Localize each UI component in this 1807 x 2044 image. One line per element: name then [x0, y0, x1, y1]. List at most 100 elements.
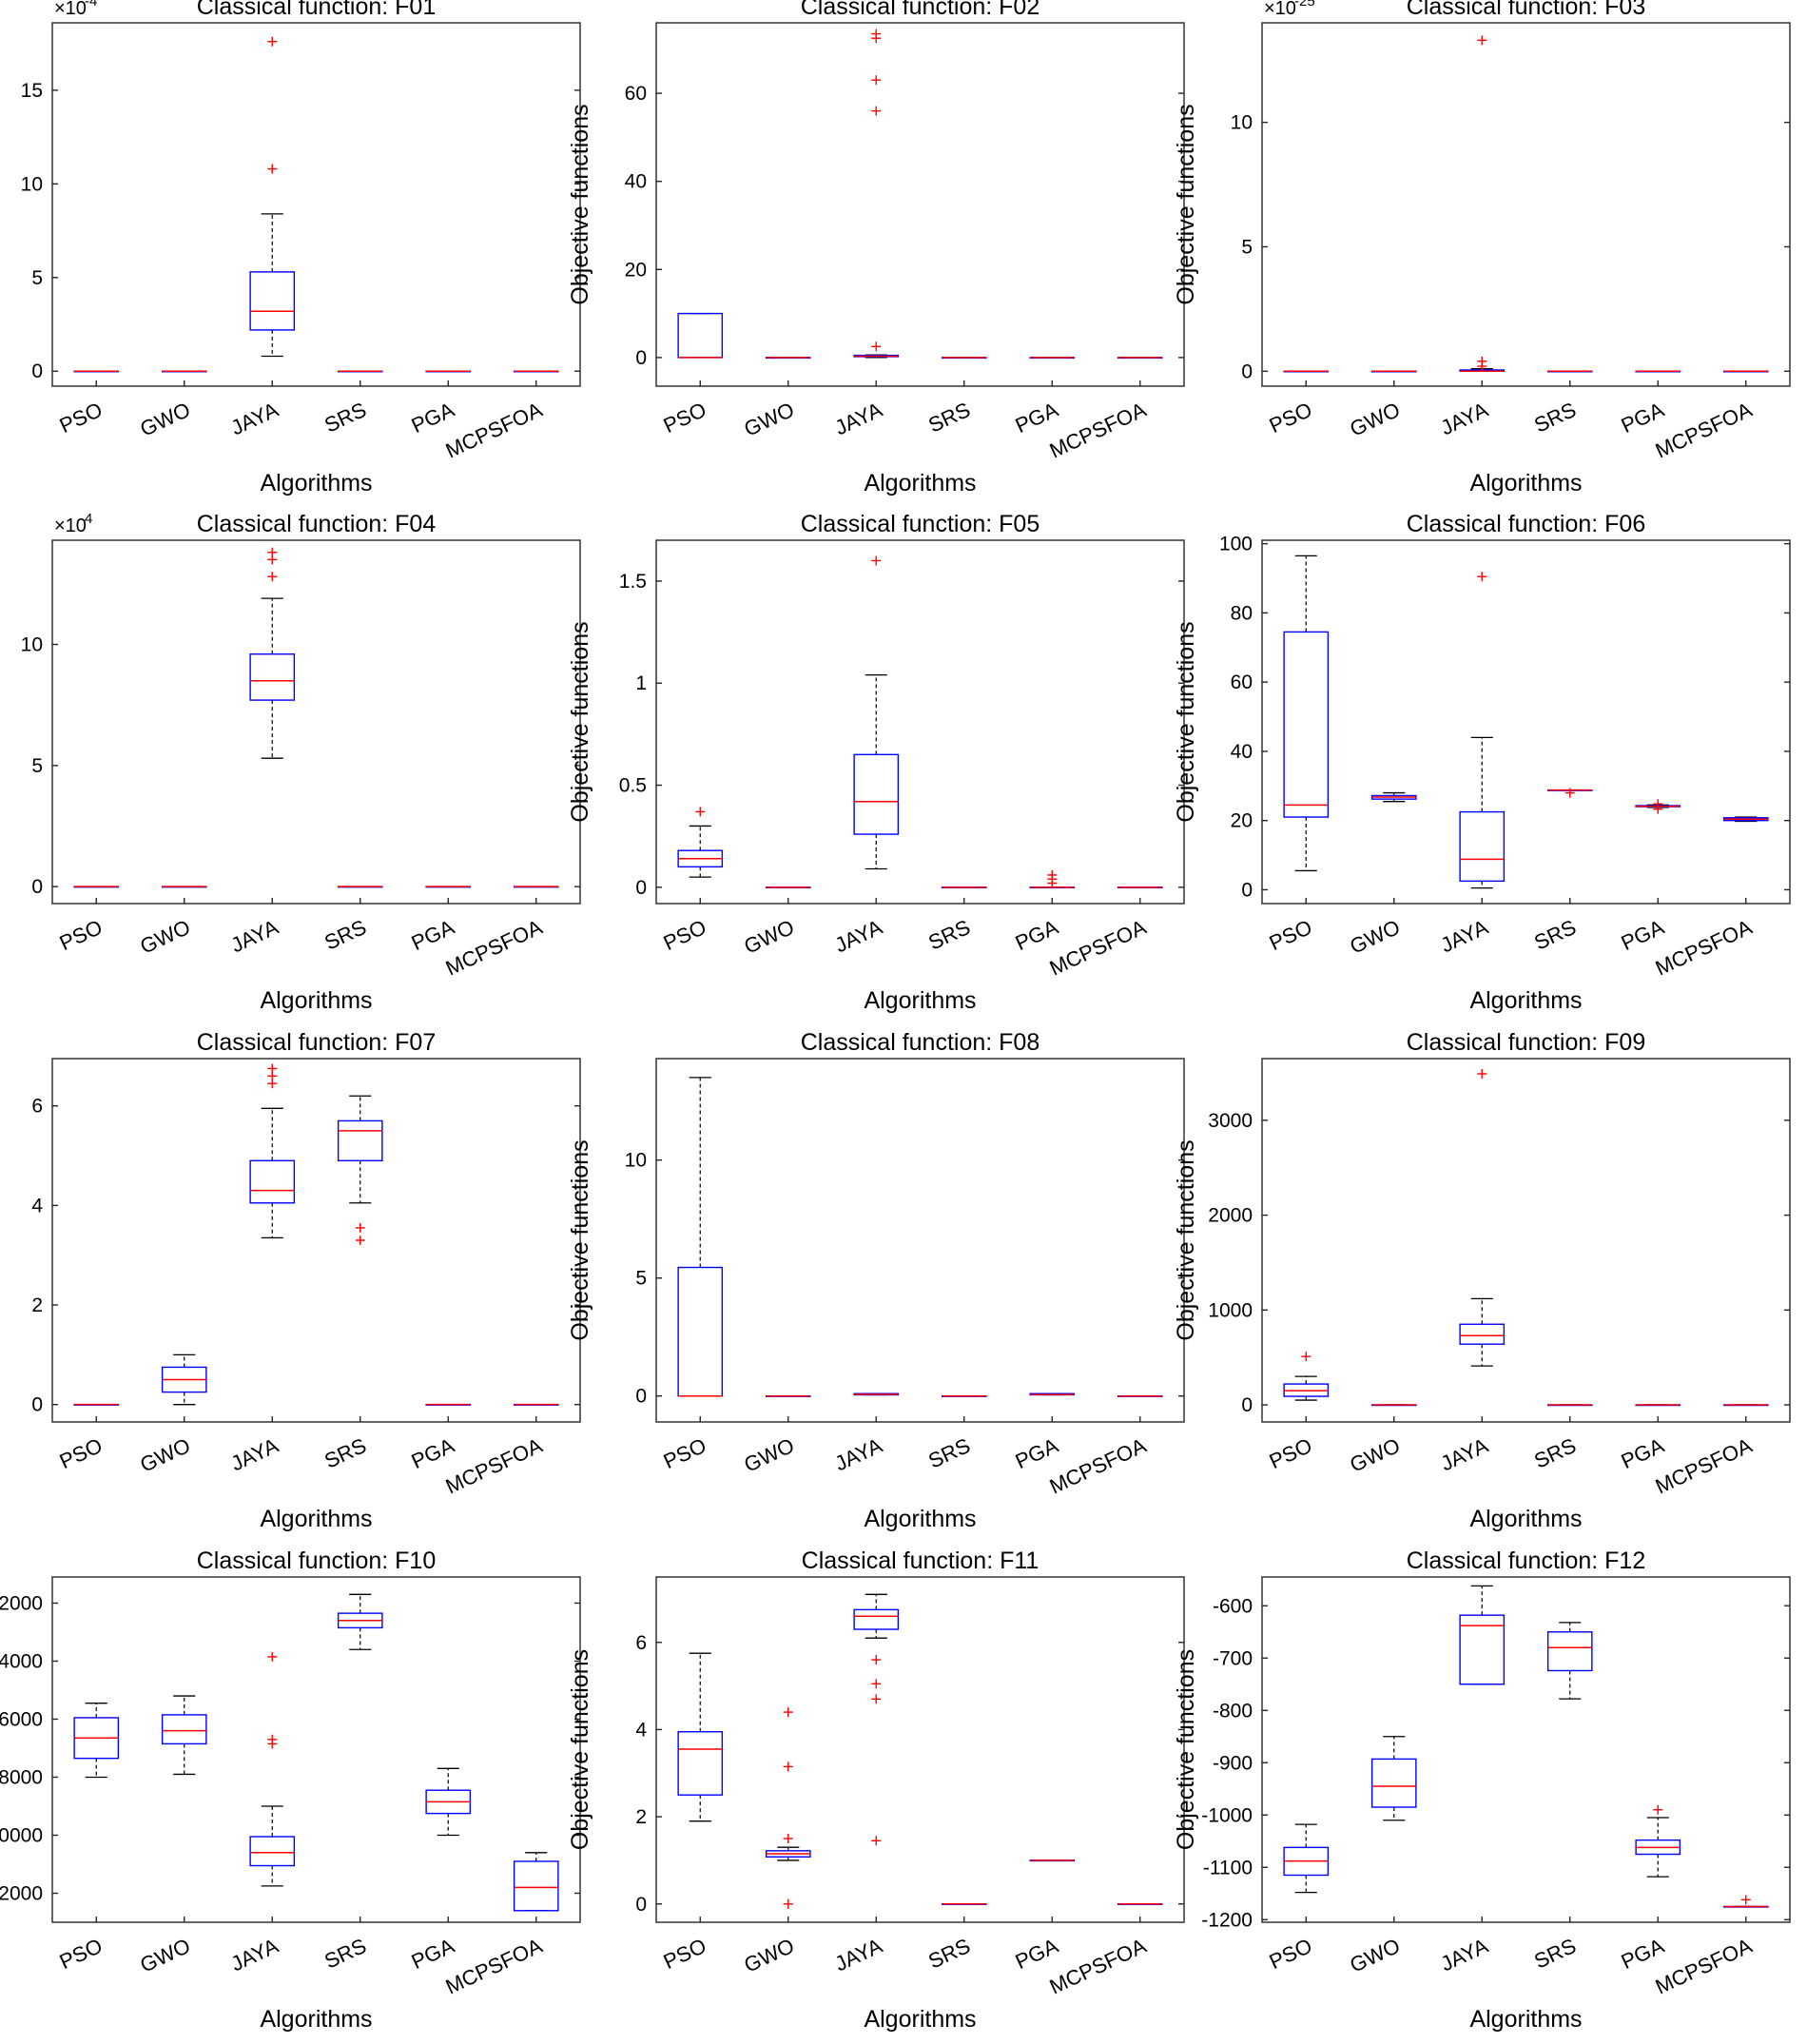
x-tick-label: GWO [1346, 398, 1403, 441]
y-tick-label: 2 [31, 1295, 43, 1316]
x-tick-label: MCPSFOA [1652, 1934, 1756, 1999]
box-mcpsfoa [513, 370, 559, 373]
y-tick-label: -6000 [0, 1708, 43, 1730]
x-tick-label: PGA [1012, 915, 1062, 955]
box-jaya [853, 1392, 900, 1396]
chart-f05: Classical function: F05 Objective functio… [567, 511, 1185, 1014]
box-pga [425, 886, 472, 888]
x-tick-label: JAYA [831, 1433, 886, 1476]
outlier-marker [1301, 1352, 1312, 1362]
box-mcpsfoa [1117, 1903, 1163, 1905]
y-tick-label: -10000 [0, 1824, 43, 1846]
x-tick-label: GWO [136, 1433, 193, 1477]
outlier-marker [871, 29, 882, 39]
chart-f10: Classical function: F10Objective functio… [0, 1548, 581, 2033]
box-jaya [1459, 1068, 1506, 1367]
x-tick-label: PSO [56, 1433, 107, 1473]
x-tick-label: PSO [660, 915, 710, 955]
axes-frame [51, 539, 581, 905]
box-mcpsfoa [1722, 816, 1769, 823]
outlier-marker [871, 1836, 882, 1846]
x-tick-label: PGA [1618, 398, 1668, 438]
x-tick-label: MCPSFOA [442, 398, 546, 463]
box-srs [941, 357, 987, 360]
iqr-box [249, 1836, 296, 1867]
outlier-marker [355, 1236, 365, 1245]
x-axis-label: Algorithms [1469, 470, 1582, 496]
chart-f11: Classical function: F11 Objective functio… [567, 1548, 1185, 2033]
y-tick-label: 0 [31, 360, 43, 382]
box-srs [337, 1593, 383, 1650]
x-tick-label: PSO [1266, 1433, 1316, 1473]
box-jaya [853, 555, 900, 870]
axes-frame [655, 1058, 1185, 1423]
y-tick-label: 6 [31, 1096, 43, 1118]
iqr-box [337, 1119, 383, 1161]
outlier-marker [871, 1655, 882, 1665]
x-axis-label: Algorithms [1469, 2006, 1582, 2033]
x-axis-label: Algorithms [260, 2006, 372, 2033]
outlier-marker [267, 36, 278, 47]
box-pga [1635, 799, 1681, 814]
box-pga [1635, 1804, 1681, 1878]
box-jaya [1459, 1585, 1506, 1685]
x-tick-label: JAYA [1437, 1433, 1492, 1476]
y-tick-label: -8000 [0, 1766, 43, 1788]
axis-multiplier-exponent: 4 [85, 511, 92, 527]
iqr-box [161, 1714, 207, 1745]
box-mcpsfoa [1722, 1404, 1769, 1407]
x-tick-label: SRS [924, 1433, 974, 1473]
y-tick-label: -4000 [0, 1650, 43, 1672]
x-tick-label: PSO [1266, 1934, 1316, 1974]
box-srs [941, 1903, 987, 1905]
x-tick-label: PSO [660, 1433, 710, 1473]
y-tick-label: 60 [1231, 672, 1253, 693]
chart-title: Classical function: F06 [1407, 511, 1646, 537]
x-tick-label: SRS [924, 915, 974, 955]
y-tick-label: 0 [31, 1394, 43, 1416]
y-tick-label: 5 [635, 1268, 647, 1290]
chart-title: Classical function: F02 [801, 0, 1040, 20]
iqr-box [249, 652, 296, 701]
y-tick-label: 80 [1231, 602, 1253, 624]
x-tick-label: MCPSFOA [442, 915, 546, 981]
axis-multiplier: ×10 [1264, 0, 1296, 19]
chart-f06: Classical function: F06 Objective functio… [1173, 511, 1791, 1014]
y-axis-label: Objective functions [567, 1649, 593, 1850]
axis-multiplier: ×10 [54, 516, 87, 536]
chart-title: Classical function: F04 [197, 511, 437, 537]
axes-frame [1261, 22, 1791, 387]
x-tick-label: PGA [408, 915, 458, 955]
y-tick-label: 1000 [1208, 1299, 1253, 1321]
box-gwo [765, 1707, 811, 1909]
y-tick-label: -2000 [0, 1592, 43, 1614]
box-mcpsfoa [513, 1852, 559, 1912]
x-axis-label: Algorithms [864, 470, 976, 496]
box-pso [73, 1403, 120, 1406]
x-tick-label: PGA [408, 1934, 458, 1974]
chart-f12: Classical function: F12 Objective functio… [1173, 1548, 1791, 2033]
box-mcpsfoa [513, 886, 559, 888]
y-axis-label: Objective functions [567, 621, 593, 822]
outlier-marker [783, 1834, 793, 1843]
box-jaya [1459, 572, 1506, 889]
outlier-marker [1477, 572, 1487, 582]
y-tick-label: 10 [21, 634, 43, 656]
x-tick-label: SRS [321, 915, 370, 955]
x-tick-label: PSO [56, 1934, 107, 1974]
y-tick-label: 10 [21, 173, 43, 195]
box-srs [941, 1394, 987, 1397]
iqr-box [1459, 810, 1506, 883]
axes-frame [51, 22, 581, 387]
outlier-marker [1653, 1804, 1663, 1815]
y-tick-label: 5 [31, 267, 43, 289]
y-axis-label: Objective functions [1173, 1139, 1199, 1340]
x-tick-label: JAYA [227, 1433, 282, 1476]
axes-frame [1261, 1576, 1791, 1923]
x-tick-label: PSO [660, 398, 710, 438]
box-pga [1029, 1392, 1076, 1396]
outlier-marker [267, 1739, 278, 1749]
x-tick-label: MCPSFOA [1652, 915, 1756, 981]
x-tick-label: GWO [136, 1934, 193, 1977]
